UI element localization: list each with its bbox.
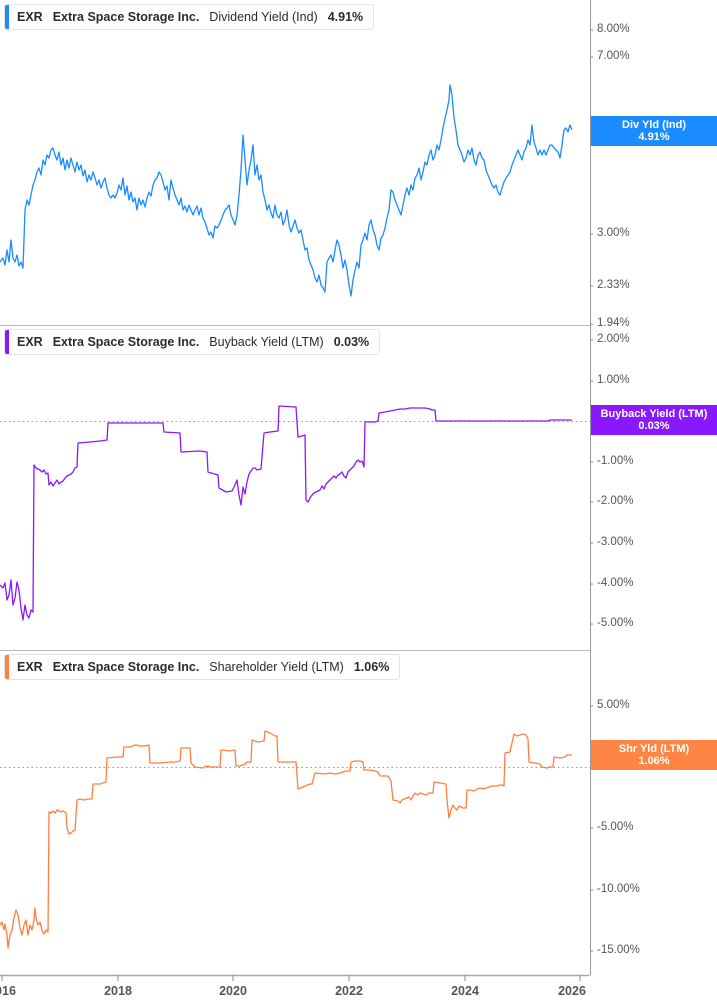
legend-value: 0.03% — [333, 335, 370, 349]
buyback-yield-value-tag: Buyback Yield (LTM) 0.03% — [591, 405, 717, 435]
y-tick-label: 8.00% — [597, 23, 630, 35]
buyback-yield-line — [0, 405, 572, 621]
tag-value: 0.03% — [638, 420, 670, 432]
tag-label: Shr Yld (LTM) — [618, 743, 690, 755]
legend-company: Extra Space Storage Inc. — [52, 10, 200, 24]
shareholder-yield-legend[interactable]: EXR Extra Space Storage Inc. Shareholder… — [4, 654, 401, 680]
y-tick-label: 1.94% — [597, 317, 630, 329]
tag-value: 1.06% — [638, 755, 670, 767]
legend-metric: Dividend Yield (Ind) — [209, 10, 318, 24]
x-tick-label: 2020 — [219, 984, 247, 998]
legend-color-bar — [5, 655, 9, 679]
x-tick-label: 2024 — [451, 984, 479, 998]
y-tick-label: 2.00% — [597, 333, 630, 345]
legend-ticker: EXR — [17, 660, 43, 674]
x-axis-ticks — [1, 975, 581, 981]
legend-company: Extra Space Storage Inc. — [52, 660, 200, 674]
y-tick-label: -10.00% — [597, 883, 640, 895]
y-tick-label: -1.00% — [597, 455, 634, 467]
y-tick-label: 1.00% — [597, 374, 630, 386]
legend-company: Extra Space Storage Inc. — [52, 335, 200, 349]
y-tick-label: -15.00% — [597, 944, 640, 956]
y-axis-ticks — [591, 29, 593, 952]
legend-ticker: EXR — [17, 335, 43, 349]
tag-label: Div Yld (Ind) — [622, 119, 686, 131]
y-tick-label: -5.00% — [597, 617, 634, 629]
tag-label: Buyback Yield (LTM) — [600, 408, 708, 420]
x-tick-label: 2018 — [104, 984, 132, 998]
legend-color-bar — [5, 5, 9, 29]
buyback-yield-legend[interactable]: EXR Extra Space Storage Inc. Buyback Yie… — [4, 329, 381, 355]
tag-value: 4.91% — [638, 131, 670, 143]
legend-ticker: EXR — [17, 10, 43, 24]
legend-value: 4.91% — [327, 10, 364, 24]
y-tick-label: 3.00% — [597, 227, 630, 239]
div-yield-value-tag: Div Yld (Ind) 4.91% — [591, 116, 717, 146]
y-tick-label: 7.00% — [597, 50, 630, 62]
legend-metric: Buyback Yield (LTM) — [209, 335, 324, 349]
y-tick-label: 2.33% — [597, 279, 630, 291]
shareholder-yield-value-tag: Shr Yld (LTM) 1.06% — [591, 740, 717, 770]
legend-color-bar — [5, 330, 9, 354]
shareholder-yield-line — [0, 730, 572, 949]
y-tick-label: -3.00% — [597, 536, 634, 548]
x-tick-label: 2026 — [558, 984, 586, 998]
y-tick-label: -4.00% — [597, 577, 634, 589]
div-yield-line — [0, 84, 573, 297]
y-tick-label: -2.00% — [597, 495, 634, 507]
x-tick-label: 2022 — [335, 984, 363, 998]
div-yield-legend[interactable]: EXR Extra Space Storage Inc. Dividend Yi… — [4, 4, 375, 30]
y-tick-label: -5.00% — [597, 821, 634, 833]
legend-value: 1.06% — [353, 660, 390, 674]
legend-metric: Shareholder Yield (LTM) — [209, 660, 344, 674]
y-tick-label: 5.00% — [597, 699, 630, 711]
x-tick-label: 2016 — [0, 984, 16, 998]
